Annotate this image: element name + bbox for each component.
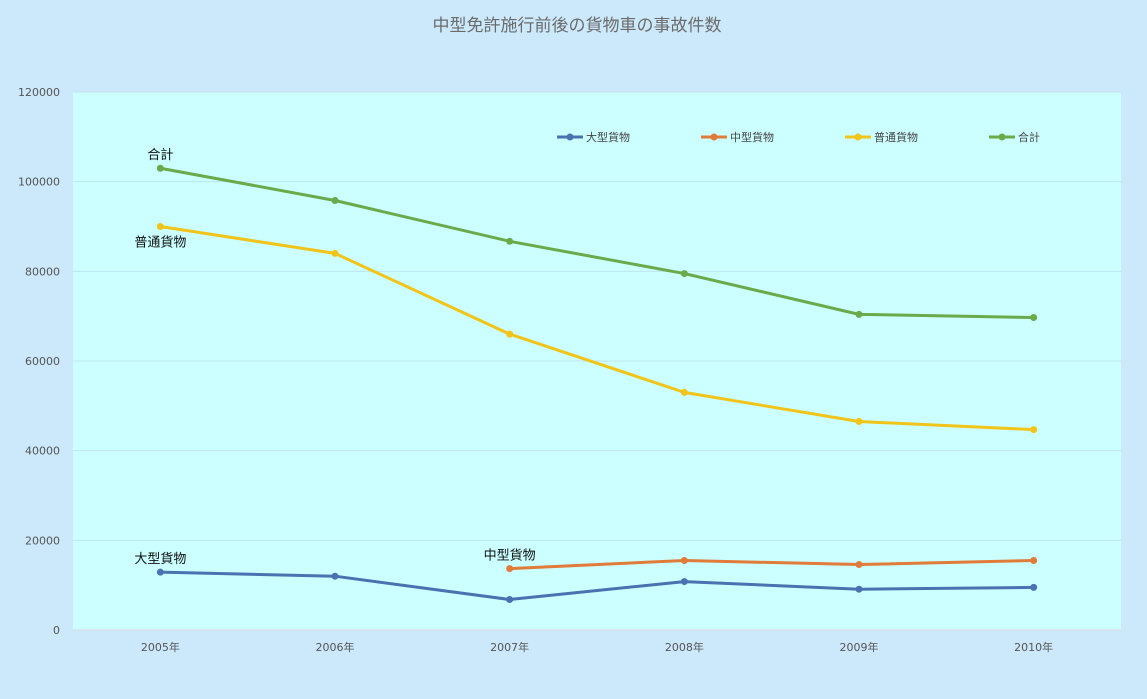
data-point: [1030, 583, 1038, 591]
annotation-label: 大型貨物: [134, 551, 186, 567]
series-line-1: [509, 559, 1034, 571]
y-tick-label: 20000: [25, 534, 60, 547]
data-point: [331, 249, 339, 257]
series-line-3: [160, 166, 1034, 320]
x-tick-label: 2005年: [141, 640, 180, 654]
data-point: [680, 557, 688, 565]
legend-label: 大型貨物: [586, 130, 630, 144]
data-point: [855, 310, 863, 318]
legend-label: 中型貨物: [730, 130, 774, 144]
data-point: [855, 561, 863, 569]
y-tick-label: 0: [53, 624, 60, 637]
y-tick-label: 100000: [18, 176, 60, 189]
data-point: [1030, 557, 1038, 565]
data-point: [855, 418, 863, 426]
legend-label: 合計: [1018, 130, 1040, 144]
data-point: [506, 565, 514, 573]
legend-marker: [710, 133, 718, 141]
legend-marker: [998, 133, 1006, 141]
legend-marker: [566, 133, 574, 141]
annotation-label: 合計: [147, 147, 173, 163]
legend-label: 普通貨物: [874, 130, 918, 144]
data-point: [506, 237, 514, 245]
annotation-label: 普通貨物: [134, 235, 186, 251]
x-tick-label: 2008年: [665, 640, 704, 654]
data-point: [506, 596, 514, 604]
series-line-0: [160, 570, 1034, 602]
data-point: [855, 585, 863, 593]
series-line-2: [160, 225, 1034, 432]
legend-marker: [854, 133, 862, 141]
y-tick-label: 60000: [25, 355, 60, 368]
y-tick-label: 120000: [18, 86, 60, 99]
chart-title: 中型免許施行前後の貨物車の事故件数: [433, 16, 722, 36]
data-point: [1030, 426, 1038, 434]
y-tick-label: 40000: [25, 445, 60, 458]
data-point: [156, 164, 164, 172]
data-point: [331, 196, 339, 204]
data-point: [680, 388, 688, 396]
x-tick-label: 2010年: [1014, 640, 1053, 654]
data-point: [680, 270, 688, 278]
data-point: [1030, 314, 1038, 322]
data-point: [506, 330, 514, 338]
y-tick-label: 80000: [25, 265, 60, 278]
data-point: [331, 572, 339, 580]
x-tick-label: 2009年: [840, 640, 879, 654]
data-point: [156, 223, 164, 230]
x-tick-label: 2006年: [316, 640, 355, 654]
x-tick-label: 2007年: [490, 640, 529, 654]
data-point: [680, 578, 688, 586]
annotation-label: 中型貨物: [484, 548, 536, 564]
data-point: [156, 568, 164, 576]
